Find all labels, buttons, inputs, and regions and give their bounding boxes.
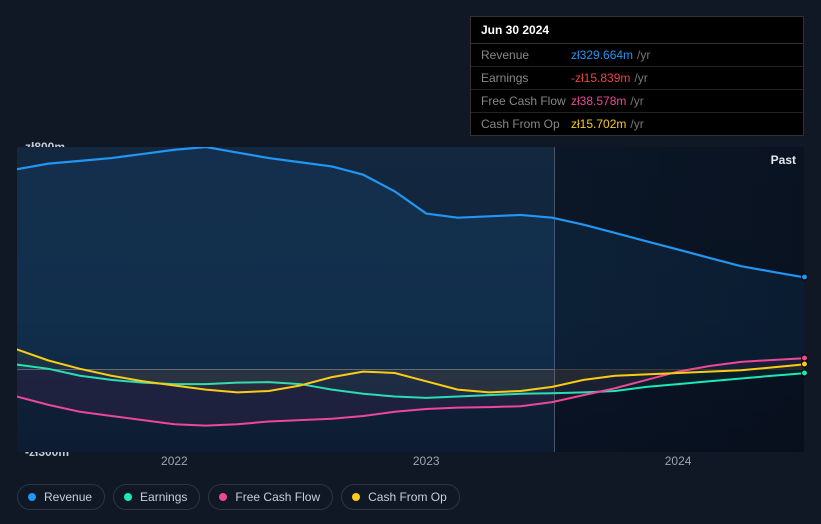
x-axis-label: 2023 [413,454,440,468]
tooltip-label: Revenue [481,48,571,62]
end-markers [798,147,808,452]
tooltip-row: Cash From Opzł15.702m/yr [471,113,803,135]
earnings-end-marker [801,370,808,377]
legend-item-cashFromOp[interactable]: Cash From Op [341,484,460,510]
legend-dot-icon [352,493,360,501]
legend-item-earnings[interactable]: Earnings [113,484,200,510]
tooltip-value: -zł15.839m [571,71,630,85]
tooltip-unit: /yr [634,71,647,85]
tooltip-label: Cash From Op [481,117,571,131]
tooltip-label: Earnings [481,71,571,85]
x-axis-label: 2024 [665,454,692,468]
chart-svg [17,147,804,452]
revenue-end-marker [801,274,808,281]
x-axis-label: 2022 [161,454,188,468]
plot-area[interactable]: Past [17,147,804,452]
tooltip-unit: /yr [630,117,643,131]
legend-label: Revenue [44,490,92,504]
tooltip-unit: /yr [637,48,650,62]
chart-tooltip: Jun 30 2024Revenuezł329.664m/yrEarnings-… [470,16,804,136]
tooltip-label: Free Cash Flow [481,94,571,108]
legend-label: Earnings [140,490,187,504]
legend-label: Free Cash Flow [235,490,320,504]
tooltip-row: Free Cash Flowzł38.578m/yr [471,90,803,113]
legend-dot-icon [28,493,36,501]
tooltip-row: Revenuezł329.664m/yr [471,44,803,67]
tooltip-unit: /yr [630,94,643,108]
legend-label: Cash From Op [368,490,447,504]
tooltip-value: zł329.664m [571,48,633,62]
chart-legend: Revenue Earnings Free Cash Flow Cash From O… [17,484,460,510]
financials-chart: zł800mzł0-zł300m Past 202220232024 [17,125,804,482]
legend-item-freeCashFlow[interactable]: Free Cash Flow [208,484,333,510]
revenue-area [17,147,804,369]
tooltip-value: zł38.578m [571,94,626,108]
legend-dot-icon [219,493,227,501]
cashFromOp-end-marker [801,361,808,368]
tooltip-value: zł15.702m [571,117,626,131]
legend-dot-icon [124,493,132,501]
tooltip-row: Earnings-zł15.839m/yr [471,67,803,90]
x-axis: 2022 2023 2024 [17,454,804,470]
legend-item-revenue[interactable]: Revenue [17,484,105,510]
tooltip-date: Jun 30 2024 [471,17,803,44]
